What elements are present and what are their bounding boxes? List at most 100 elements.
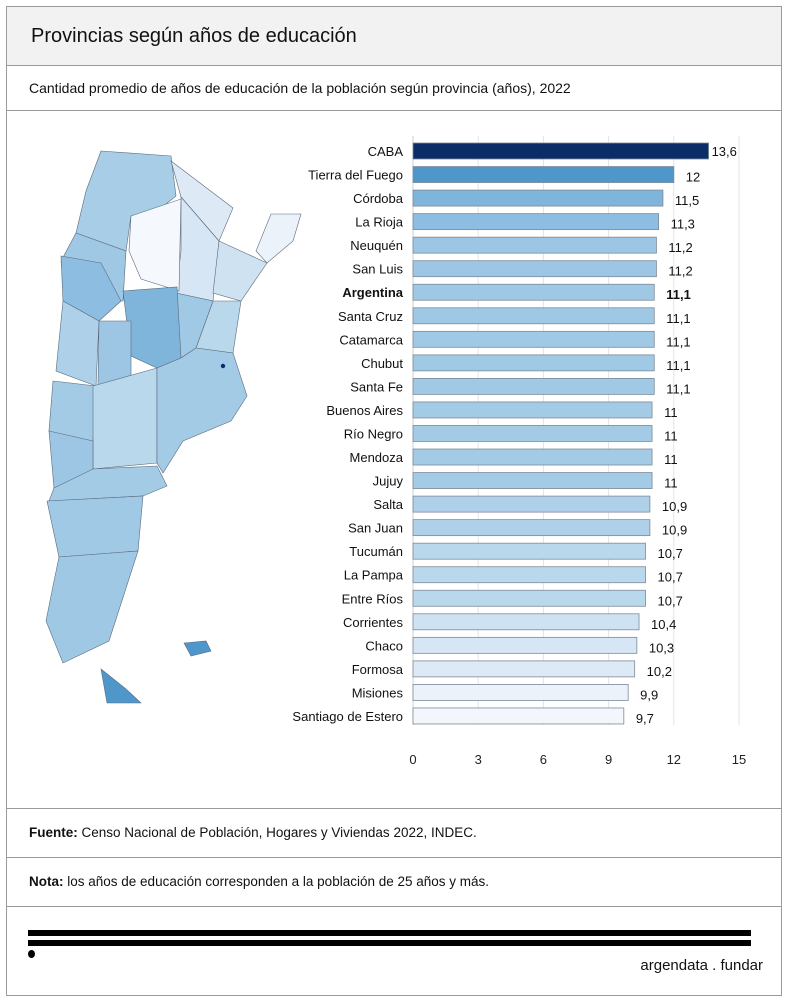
province-san-luis [97, 320, 132, 387]
data-label: 11,1 [666, 311, 690, 326]
data-label: 10,3 [649, 640, 674, 655]
bar [412, 260, 657, 278]
category-label: Chaco [365, 638, 403, 653]
bar [412, 354, 655, 372]
bar [412, 166, 675, 183]
bar [412, 236, 657, 254]
x-tick-label: 6 [540, 752, 547, 767]
province-santa-cruz [45, 550, 139, 664]
bar [412, 330, 655, 348]
bar [412, 142, 709, 160]
data-label: 10,7 [658, 546, 683, 561]
province-caba [220, 363, 226, 369]
note-label: Nota: [29, 874, 64, 889]
province-chubut [46, 495, 144, 558]
bar [412, 472, 653, 489]
x-tick-label: 12 [667, 752, 681, 767]
x-tick-label: 3 [475, 752, 482, 767]
note-text: los años de educación corresponden a la … [63, 874, 490, 889]
chart-section: 0 3 6 9 12 15 CABA 13,6 Tierra del Fuego 12 Córdob… [7, 111, 781, 809]
province-la-rioja [60, 255, 122, 322]
category-label: San Luis [352, 262, 403, 277]
bar [412, 566, 646, 584]
data-label: 9,7 [636, 711, 654, 726]
bar [412, 613, 640, 631]
data-label: 10,2 [647, 664, 672, 679]
bar [412, 401, 653, 419]
province-buenos-aires [156, 347, 248, 474]
bar [412, 495, 651, 513]
data-label: 11,2 [668, 264, 692, 279]
category-label: Salta [373, 497, 403, 512]
chart-subtitle: Cantidad promedio de años de educación d… [29, 80, 571, 96]
category-label: Tucumán [349, 544, 403, 559]
bar [412, 660, 636, 678]
data-label: 13,6 [712, 144, 737, 159]
data-label: 11,1 [666, 334, 690, 349]
note: Nota: los años de educación corresponden… [29, 874, 489, 889]
x-tick-label: 15 [732, 752, 746, 767]
data-label: 11,1 [666, 287, 691, 302]
bar [412, 425, 653, 442]
bar [412, 283, 655, 301]
data-label: 12 [686, 170, 700, 185]
x-tick-label: 9 [605, 752, 612, 767]
bar [412, 448, 653, 466]
province-misiones [255, 213, 302, 264]
data-label: 10,4 [651, 617, 676, 632]
category-label: Corrientes [343, 615, 403, 630]
category-label: Santa Fe [350, 379, 403, 394]
category-label: CABA [368, 144, 404, 159]
map-provinces [45, 150, 302, 704]
province-malvinas [183, 640, 212, 657]
note-section: Nota: los años de educación corresponden… [7, 858, 781, 907]
argentina-map [45, 150, 302, 704]
data-label: 10,9 [662, 499, 687, 514]
brand-dot [28, 950, 35, 958]
province-la-pampa [92, 367, 158, 470]
data-label: 11,2 [668, 240, 692, 255]
bar [412, 189, 664, 207]
data-label: 11 [664, 405, 678, 420]
page-title: Provincias según años de educación [31, 25, 357, 47]
category-label: Formosa [352, 662, 404, 677]
province-c-rdoba [122, 286, 182, 369]
source-section: Fuente: Censo Nacional de Población, Hog… [7, 809, 781, 858]
data-label: 11 [664, 452, 678, 467]
bar [412, 519, 651, 537]
bar [412, 707, 625, 725]
category-label: Córdoba [353, 191, 404, 206]
bar [412, 684, 629, 701]
data-label: 11 [664, 476, 678, 491]
x-tick-label: 0 [409, 752, 416, 767]
chart-card: Provincias según años de educación Canti… [6, 6, 782, 996]
data-label: 11,5 [675, 193, 699, 208]
bar [412, 307, 655, 325]
bar [412, 636, 638, 654]
category-label: Santa Cruz [338, 309, 403, 324]
brand-stripe [28, 940, 751, 946]
category-label: Misiones [352, 685, 404, 700]
category-label: Buenos Aires [326, 403, 403, 418]
category-label: Neuquén [350, 238, 403, 253]
bar [412, 589, 646, 607]
category-label: Mendoza [350, 450, 404, 465]
data-label: 11,3 [671, 217, 695, 232]
data-label: 10,7 [658, 593, 683, 608]
category-label: Argentina [342, 285, 403, 300]
brand-footer: argendata . fundar [7, 907, 781, 996]
category-label: La Rioja [355, 215, 403, 230]
data-label: 11 [664, 428, 678, 443]
subtitle-section: Cantidad promedio de años de educación d… [7, 66, 781, 111]
province-tierra-del-fuego [100, 668, 142, 704]
category-label: Catamarca [339, 332, 403, 347]
brand-logo: argendata . fundar [640, 957, 763, 974]
category-label: Río Negro [344, 426, 403, 441]
category-label: San Juan [348, 521, 403, 536]
bar [412, 377, 655, 395]
source-label: Fuente: [29, 825, 78, 840]
province-santiago-del-estero [128, 198, 182, 292]
header: Provincias según años de educación [7, 7, 781, 66]
category-label: Chubut [361, 356, 403, 371]
category-label: Entre Ríos [342, 591, 404, 606]
